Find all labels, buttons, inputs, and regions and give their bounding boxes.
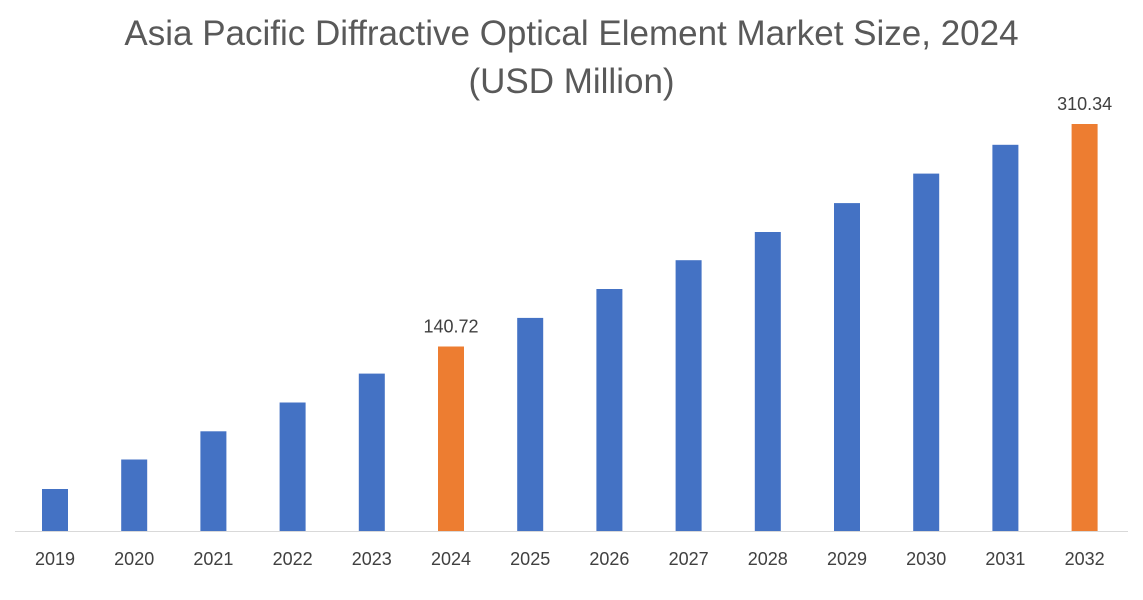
bar-2030 [913, 173, 940, 531]
x-tick-label-2025: 2025 [510, 549, 550, 569]
chart-title-line1: Asia Pacific Diffractive Optical Element… [124, 14, 1019, 53]
bar-2026 [596, 289, 623, 531]
x-tick-label-2028: 2028 [748, 549, 788, 569]
x-tick-label-2021: 2021 [193, 549, 233, 569]
bar-2032 [1071, 124, 1098, 531]
x-tick-label-2030: 2030 [906, 549, 946, 569]
x-tick-label-2032: 2032 [1065, 549, 1105, 569]
bar-2031 [992, 144, 1019, 532]
bar-2022 [279, 402, 306, 531]
bar-2019 [42, 489, 68, 531]
bar-2025 [517, 317, 544, 531]
bar-2023 [358, 373, 385, 531]
bar-2024 [438, 346, 464, 531]
x-tick-label-2031: 2031 [985, 549, 1025, 569]
bar-2029 [834, 203, 860, 531]
chart-title-line2: (USD Million) [468, 62, 675, 101]
x-tick-label-2022: 2022 [273, 549, 313, 569]
x-tick-label-2024: 2024 [431, 549, 471, 569]
data-label-2024: 140.72 [423, 317, 478, 337]
x-tick-labels-group: 2019 2020 2021 2022 2023 2024 2025 2026 2027 2028… [35, 549, 1105, 569]
bar-2021 [200, 431, 227, 531]
bar-2028 [754, 232, 781, 531]
x-tick-label-2023: 2023 [352, 549, 392, 569]
x-tick-label-2020: 2020 [114, 549, 154, 569]
bar-2027 [675, 260, 702, 531]
data-labels-group: 140.72 310.34 [423, 94, 1112, 337]
data-label-2032: 310.34 [1057, 94, 1112, 114]
x-tick-label-2026: 2026 [589, 549, 629, 569]
bar-2020 [121, 459, 148, 531]
x-tick-label-2019: 2019 [35, 549, 75, 569]
x-tick-label-2029: 2029 [827, 549, 867, 569]
chart-title: Asia Pacific Diffractive Optical Element… [0, 10, 1143, 106]
x-tick-label-2027: 2027 [669, 549, 709, 569]
bars-group [42, 124, 1098, 532]
